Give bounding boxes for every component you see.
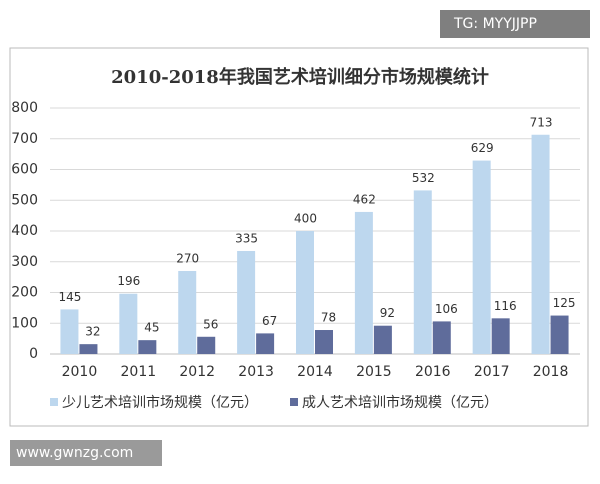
watermark-box	[440, 10, 590, 38]
bar	[472, 160, 491, 354]
watermark: www.gwnzg.com	[16, 445, 133, 461]
bar	[79, 344, 98, 354]
data-label: 196	[117, 274, 140, 288]
bar	[256, 333, 275, 354]
legend-swatch	[290, 398, 298, 406]
data-label: 78	[321, 311, 336, 325]
y-tick-label: 700	[11, 131, 38, 147]
data-label: 145	[58, 290, 81, 304]
bar	[354, 211, 373, 354]
bar	[138, 340, 157, 354]
data-label: 106	[435, 302, 458, 316]
x-tick-label: 2018	[533, 364, 569, 380]
bar	[237, 250, 256, 354]
bar	[373, 325, 392, 354]
y-tick-label: 500	[11, 192, 38, 208]
data-label: 116	[494, 299, 517, 313]
legend-swatch	[50, 398, 58, 406]
data-label: 56	[203, 317, 218, 331]
y-tick-label: 100	[11, 315, 38, 331]
bar	[432, 321, 451, 354]
bar	[197, 336, 216, 354]
data-label: 125	[553, 296, 576, 310]
data-label: 92	[380, 306, 395, 320]
y-tick-label: 0	[29, 346, 38, 362]
bar	[60, 309, 79, 354]
y-tick-label: 400	[11, 223, 38, 239]
data-label: 532	[412, 171, 435, 185]
legend-label: 少儿艺术培训市场规模（亿元）	[62, 394, 258, 411]
x-tick-label: 2011	[121, 364, 157, 380]
bar	[119, 293, 138, 354]
data-label: 270	[176, 251, 199, 265]
y-tick-label: 600	[11, 162, 38, 178]
x-tick-label: 2017	[474, 364, 510, 380]
bar	[550, 315, 569, 354]
data-label: 462	[353, 192, 376, 206]
x-tick-label: 2015	[356, 364, 392, 380]
y-tick-label: 300	[11, 254, 38, 270]
x-tick-label: 2014	[297, 364, 333, 380]
data-label: 67	[262, 314, 277, 328]
chart-title: 2010-2018年我国艺术培训细分市场规模统计	[111, 66, 489, 88]
x-tick-label: 2013	[238, 364, 274, 380]
watermark-box	[10, 440, 162, 466]
bar	[413, 190, 432, 354]
bar	[178, 270, 197, 354]
bar	[296, 231, 314, 354]
legend-label: 成人艺术培训市场规模（亿元）	[302, 394, 498, 411]
data-label: 400	[294, 212, 317, 226]
data-label: 45	[144, 321, 159, 335]
y-tick-label: 200	[11, 285, 38, 301]
x-tick-label: 2016	[415, 364, 451, 380]
y-tick-label: 800	[11, 100, 38, 116]
bar	[491, 318, 510, 354]
x-tick-label: 2010	[62, 364, 98, 380]
bar	[531, 134, 550, 354]
data-label: 629	[471, 141, 494, 155]
bar	[315, 330, 333, 354]
watermark: TG: MYYJJPP	[453, 16, 537, 32]
x-tick-label: 2012	[179, 364, 215, 380]
data-label: 335	[235, 231, 258, 245]
data-label: 713	[530, 115, 553, 129]
data-label: 32	[85, 325, 100, 339]
